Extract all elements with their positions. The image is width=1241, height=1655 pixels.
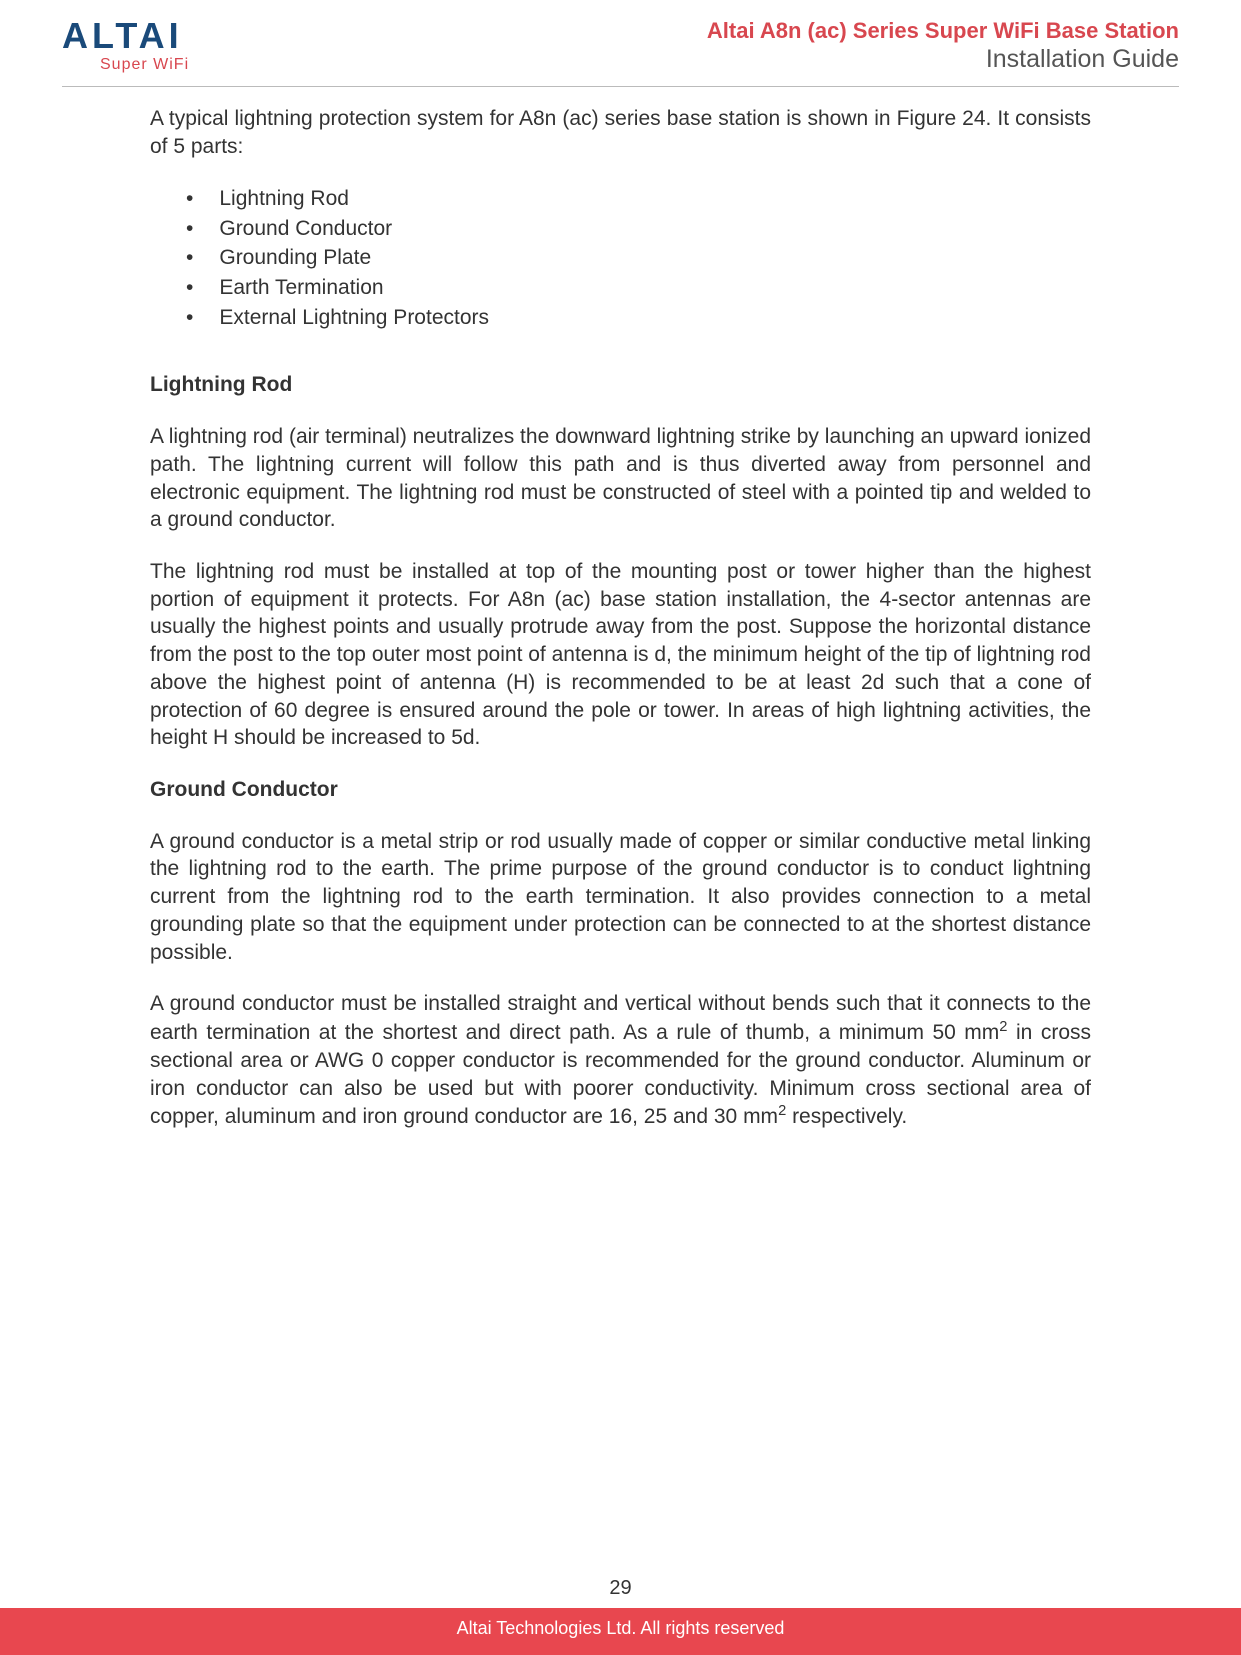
section-heading-lightning-rod: Lightning Rod <box>150 371 1091 399</box>
header-subtitle: Installation Guide <box>707 44 1179 74</box>
list-item: External Lightning Protectors <box>186 304 1091 332</box>
page-content: A typical lightning protection system fo… <box>0 87 1241 1131</box>
superscript-icon: 2 <box>778 1103 786 1119</box>
list-item: Earth Termination <box>186 274 1091 302</box>
header-title: Altai A8n (ac) Series Super WiFi Base St… <box>707 18 1179 44</box>
list-item: Grounding Plate <box>186 244 1091 272</box>
footer-copyright: Altai Technologies Ltd. All rights reser… <box>0 1608 1241 1655</box>
page-number: 29 <box>0 1577 1241 1600</box>
ground-conductor-p2: A ground conductor must be installed str… <box>150 990 1091 1131</box>
logo-main-text: ALTAI <box>62 18 189 54</box>
ground-conductor-p1: A ground conductor is a metal strip or r… <box>150 828 1091 967</box>
parts-list: Lightning Rod Ground Conductor Grounding… <box>186 185 1091 332</box>
list-item: Ground Conductor <box>186 215 1091 243</box>
p4-post: respectively. <box>786 1105 907 1128</box>
logo-sub-text: Super WiFi <box>100 56 189 74</box>
page-header: ALTAI Super WiFi Altai A8n (ac) Series S… <box>0 0 1241 84</box>
section-heading-ground-conductor: Ground Conductor <box>150 776 1091 804</box>
header-right: Altai A8n (ac) Series Super WiFi Base St… <box>707 18 1179 74</box>
p4-pre: A ground conductor must be installed str… <box>150 992 1091 1044</box>
intro-paragraph: A typical lightning protection system fo… <box>150 105 1091 160</box>
page-footer: 29 Altai Technologies Ltd. All rights re… <box>0 1577 1241 1655</box>
lightning-rod-p1: A lightning rod (air terminal) neutraliz… <box>150 423 1091 534</box>
lightning-rod-p2: The lightning rod must be installed at t… <box>150 558 1091 752</box>
logo: ALTAI Super WiFi <box>62 18 189 74</box>
list-item: Lightning Rod <box>186 185 1091 213</box>
